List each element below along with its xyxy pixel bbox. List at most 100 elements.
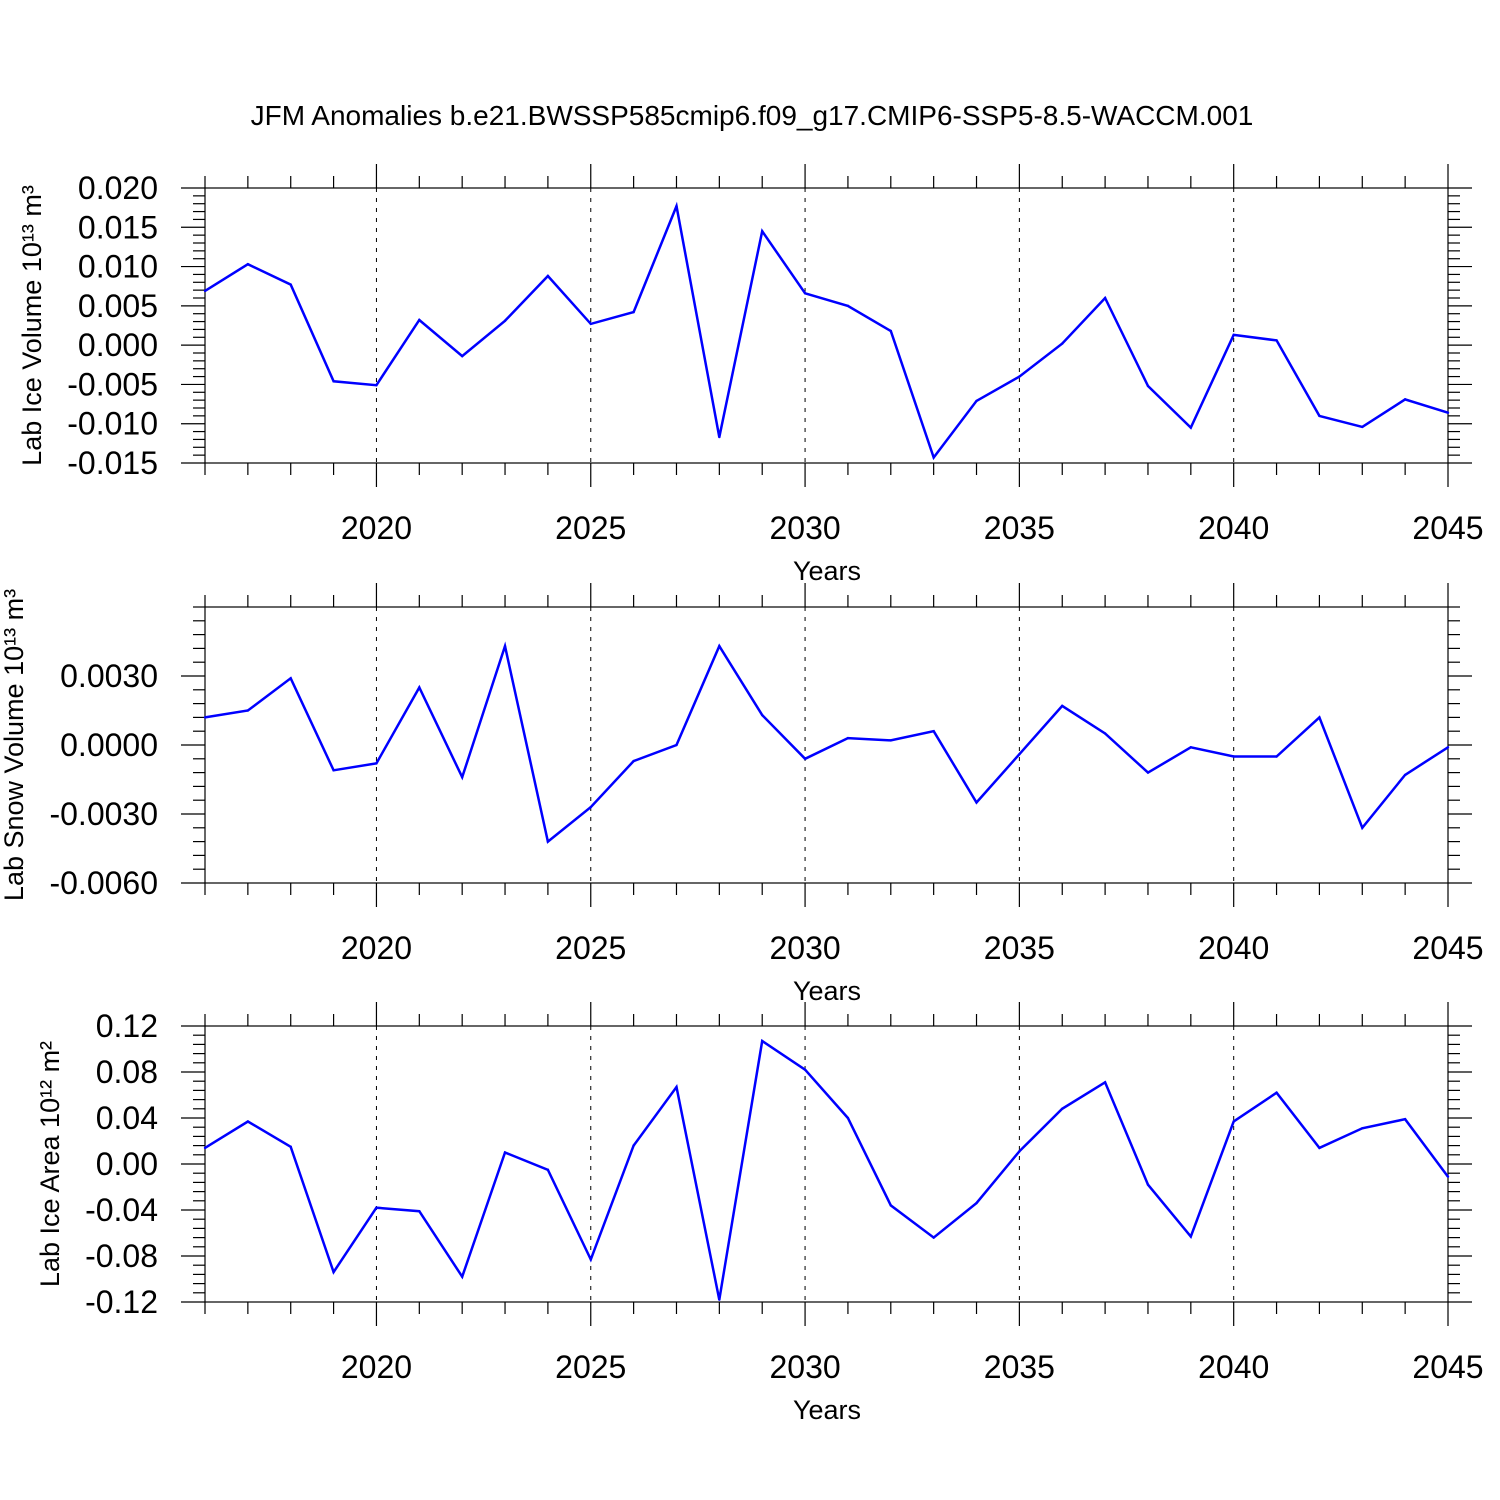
data-point — [1189, 1235, 1193, 1238]
series-line — [204, 1038, 1450, 1300]
x-tick-label: 2045 — [1412, 510, 1483, 546]
data-point — [761, 230, 764, 233]
data-point — [1232, 333, 1235, 337]
x-axis-title: Years — [793, 556, 861, 586]
data-point — [1018, 1150, 1021, 1153]
chart-title: JFM Anomalies b.e21.BWSSP585cmip6.f09_g1… — [251, 100, 1254, 131]
data-point — [1103, 296, 1107, 300]
x-tick-label: 2025 — [555, 1349, 626, 1385]
y-tick-label: 0.005 — [78, 288, 158, 324]
data-point — [289, 677, 292, 680]
data-point — [460, 776, 464, 779]
data-point — [1146, 384, 1150, 388]
x-tick-label: 2040 — [1198, 510, 1269, 546]
y-tick-label: -0.0030 — [49, 796, 158, 832]
data-point — [1146, 1183, 1150, 1186]
data-point — [718, 435, 721, 439]
data-point — [1103, 1081, 1107, 1084]
y-tick-label: 0.015 — [78, 209, 158, 245]
x-tick-label: 2040 — [1198, 1349, 1269, 1385]
data-point — [1275, 755, 1278, 758]
data-point — [975, 801, 978, 804]
y-tick-label: 0.0000 — [60, 727, 158, 763]
data-point — [1403, 773, 1407, 777]
data-point — [1446, 411, 1450, 414]
data-point — [503, 644, 507, 648]
panel-3: -0.12 -0.08 -0.04 0.00 0.04 0.08 0.12 2020 2025 2… — [35, 1002, 1484, 1425]
data-point — [803, 1068, 807, 1071]
x-tick-label: 2020 — [341, 930, 412, 966]
data-point — [289, 1145, 292, 1148]
data-point — [546, 840, 550, 843]
data-point — [932, 730, 935, 733]
data-point — [718, 1298, 721, 1301]
y-tick-label: 0.04 — [96, 1100, 158, 1136]
x-tick-label: 2030 — [769, 930, 840, 966]
data-point — [675, 204, 678, 208]
data-point — [1061, 342, 1064, 345]
data-point — [1446, 746, 1450, 749]
x-tick-label: 2045 — [1412, 930, 1483, 966]
data-point — [632, 759, 635, 763]
data-point — [889, 739, 892, 742]
y-axis-title: Lab Snow Volume 10¹³ m³ — [0, 589, 29, 901]
y-tick-label: -0.010 — [67, 406, 158, 442]
data-point — [675, 743, 678, 747]
y-axis-title: Lab Ice Volume 10¹³ m³ — [17, 185, 47, 466]
data-point — [675, 1085, 678, 1089]
data-point — [975, 1201, 978, 1205]
data-point — [1146, 771, 1150, 774]
x-tick-label: 2020 — [341, 1349, 412, 1385]
data-point — [460, 1275, 464, 1278]
data-point — [889, 1204, 892, 1207]
data-point — [203, 289, 207, 293]
data-point — [1189, 426, 1193, 429]
data-point — [1018, 375, 1021, 378]
x-tick-label: 2035 — [984, 510, 1055, 546]
y-tick-label: -0.0060 — [49, 865, 158, 901]
data-point — [246, 263, 250, 266]
data-point — [1361, 425, 1364, 429]
panels: -0.015-0.010-0.0050.0000.0050.0100.0150.… — [0, 164, 1484, 1425]
data-point — [203, 1146, 207, 1150]
data-point — [503, 319, 507, 322]
data-point — [332, 380, 335, 383]
data-point — [589, 322, 592, 326]
y-tick-label: 0.020 — [78, 170, 158, 206]
data-point — [1403, 1117, 1407, 1121]
panel-2: -0.0060 -0.0030 0.0000 0.0030 2020 2025 2030 20… — [0, 583, 1484, 1006]
x-tick-label: 2025 — [555, 510, 626, 546]
data-point — [418, 1209, 421, 1213]
y-tick-label: -0.12 — [85, 1284, 158, 1320]
x-tick-label: 2025 — [555, 930, 626, 966]
y-tick-label: -0.04 — [85, 1192, 158, 1228]
data-point — [975, 399, 978, 403]
y-tick-label: 0.08 — [96, 1054, 158, 1090]
data-point — [546, 1168, 550, 1171]
x-axis-title: Years — [793, 976, 861, 1006]
x-tick-label: 2030 — [769, 1349, 840, 1385]
data-point — [1318, 716, 1321, 719]
data-point — [761, 1039, 764, 1043]
data-point — [1361, 826, 1364, 829]
data-point — [1103, 732, 1107, 735]
data-point — [460, 354, 464, 358]
plot-frame — [204, 187, 1449, 464]
data-point — [1232, 1120, 1235, 1123]
data-point — [761, 713, 764, 717]
x-tick-label: 2035 — [984, 1349, 1055, 1385]
data-point — [1061, 704, 1064, 708]
x-axis-title: Years — [793, 1395, 861, 1425]
y-tick-label: 0.00 — [96, 1146, 158, 1182]
data-point — [632, 310, 635, 314]
data-point — [375, 384, 378, 387]
data-point — [246, 709, 250, 712]
data-point — [1275, 339, 1278, 342]
y-tick-label: 0.0030 — [60, 658, 158, 694]
data-point — [375, 762, 378, 765]
x-tick-label: 2035 — [984, 930, 1055, 966]
data-point — [1318, 414, 1321, 418]
x-tick-label: 2040 — [1198, 930, 1269, 966]
plot-frame — [204, 606, 1449, 884]
